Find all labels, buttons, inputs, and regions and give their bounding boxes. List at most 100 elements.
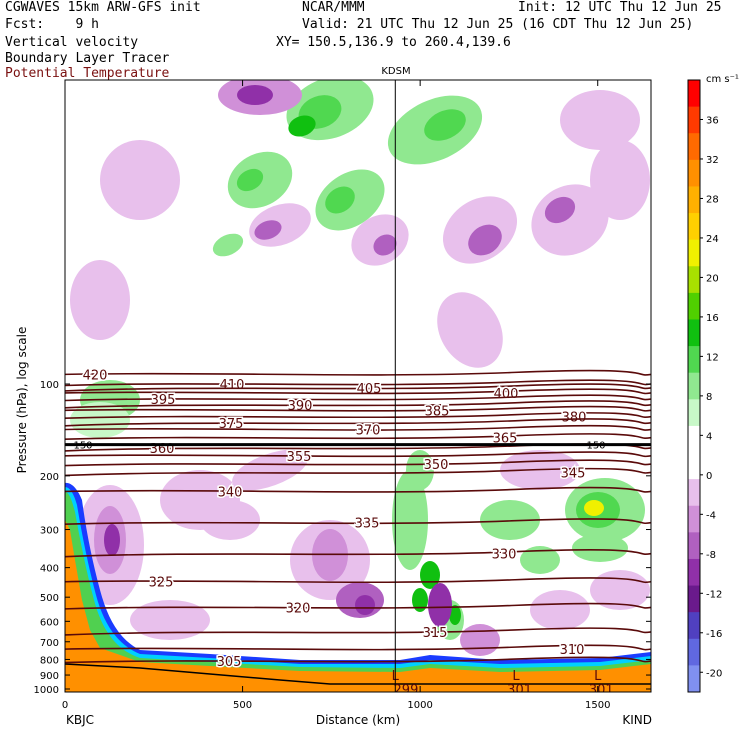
velocity-blob	[232, 449, 308, 491]
theta-label: 315	[423, 626, 448, 641]
low-label: L	[512, 669, 520, 684]
theta-contour	[65, 369, 651, 376]
theta-label: 350	[424, 458, 449, 473]
velocity-blob	[288, 115, 316, 137]
colorbar-cell	[688, 213, 700, 241]
theta-label: 345	[561, 466, 586, 481]
colorbar-cell	[688, 319, 700, 347]
colorbar-cell	[688, 585, 700, 613]
velocity-blob	[325, 186, 355, 214]
velocity-blob	[560, 90, 640, 150]
colorbar-cell	[688, 239, 700, 267]
velocity-blob	[392, 470, 428, 570]
theta-label: 390	[288, 399, 313, 414]
y-tick-label: 700	[40, 638, 59, 649]
surface-theta-label: 299	[394, 683, 419, 698]
colorbar-tick-label: 20	[706, 273, 719, 284]
theta-label: 405	[357, 382, 382, 397]
colorbar-cell	[688, 133, 700, 161]
velocity-blob	[449, 605, 461, 625]
org-label: NCAR/MMM	[302, 0, 365, 15]
theta-label: 310	[560, 643, 585, 658]
x-tick-label: 500	[233, 700, 252, 711]
theta-label: 400	[494, 387, 519, 402]
cross-section-xy: XY= 150.5,136.9 to 260.4,139.6	[276, 35, 511, 50]
velocity-blob	[412, 588, 428, 612]
theta-contour	[65, 388, 651, 395]
model-title: CGWAVES 15km ARW-GFS init	[5, 0, 201, 15]
theta-label: 380	[562, 411, 587, 426]
colorbar-cell	[688, 532, 700, 560]
theta-label: 305	[217, 655, 242, 670]
colorbar: 36 32 28 24 20 16 12 8 4 0 -4 -8 -12 -16 -20	[687, 79, 722, 693]
colorbar-unit: cm s⁻¹	[706, 74, 739, 85]
tropopause-label-right: 150	[586, 441, 605, 452]
theta-label: 335	[355, 517, 380, 532]
theta-contour	[65, 418, 651, 427]
colorbar-tick-label: 12	[706, 352, 719, 363]
field-potential-temperature: Potential Temperature	[5, 66, 170, 81]
velocity-blob	[468, 224, 502, 256]
theta-contour	[65, 656, 651, 664]
colorbar-cell	[688, 638, 700, 666]
x-tick-label: 1500	[585, 700, 610, 711]
colorbar-tick-label: 24	[706, 234, 719, 245]
colorbar-cell	[688, 505, 700, 533]
velocity-blob	[373, 234, 397, 256]
colorbar-frame	[687, 79, 701, 693]
theta-contour	[65, 577, 651, 584]
velocity-blob	[100, 140, 180, 220]
colorbar-tick-label: 16	[706, 313, 719, 324]
y-tick-label: 200	[40, 472, 59, 483]
colorbar-cell	[688, 479, 700, 507]
velocity-blob	[70, 260, 130, 340]
theta-contour	[65, 433, 651, 441]
velocity-blob	[130, 600, 210, 640]
velocity-blob	[584, 500, 604, 516]
y-tick-label: 500	[40, 593, 59, 604]
colorbar-tick-label: -20	[706, 668, 722, 679]
theta-contour	[65, 627, 651, 636]
colorbar-tick-label: -8	[706, 550, 716, 561]
theta-contour	[65, 443, 651, 452]
colorbar-cell	[688, 612, 700, 640]
colorbar-tick-label: 36	[706, 115, 719, 126]
colorbar-cell	[688, 106, 700, 134]
terrain-base	[65, 664, 651, 692]
colorbar-cell	[688, 425, 700, 454]
velocity-blob	[428, 583, 452, 627]
theta-contour	[65, 644, 651, 651]
surface-theta-label: 301	[507, 683, 532, 698]
velocity-blob	[200, 500, 260, 540]
colorbar-tick-label: -12	[706, 589, 722, 600]
velocity-blob	[520, 546, 560, 574]
velocity-blob	[460, 624, 500, 656]
x-tick-label: 0	[62, 700, 68, 711]
colorbar-cell	[688, 292, 700, 320]
theta-contour	[65, 383, 651, 392]
colorbar-tick-label: 28	[706, 194, 719, 205]
y-tick-label: 900	[40, 671, 59, 682]
colorbar-tick-label: -16	[706, 629, 722, 640]
velocity-blob	[104, 524, 120, 556]
theta-contour	[65, 400, 651, 409]
colorbar-cell	[688, 399, 700, 427]
theta-contour	[65, 412, 651, 419]
y-tick-label: 1000	[34, 685, 59, 696]
colorbar-cell	[688, 266, 700, 294]
colorbar-tick-label: -4	[706, 510, 716, 521]
y-axis-label: Pressure (hPa), log scale	[15, 327, 29, 474]
theta-contour	[65, 379, 651, 387]
velocity-blob	[590, 140, 650, 220]
terrain-tracer	[65, 482, 651, 692]
colorbar-cell	[688, 665, 700, 693]
colorbar-cell	[688, 80, 700, 108]
station-marker-label: KDSM	[381, 66, 410, 77]
colorbar-tick-label: 0	[706, 471, 712, 482]
velocity-blob	[212, 233, 244, 257]
theta-contour	[65, 459, 651, 467]
theta-contour	[65, 602, 651, 610]
right-end-station: KIND	[622, 713, 652, 727]
theta-label: 370	[356, 424, 381, 439]
